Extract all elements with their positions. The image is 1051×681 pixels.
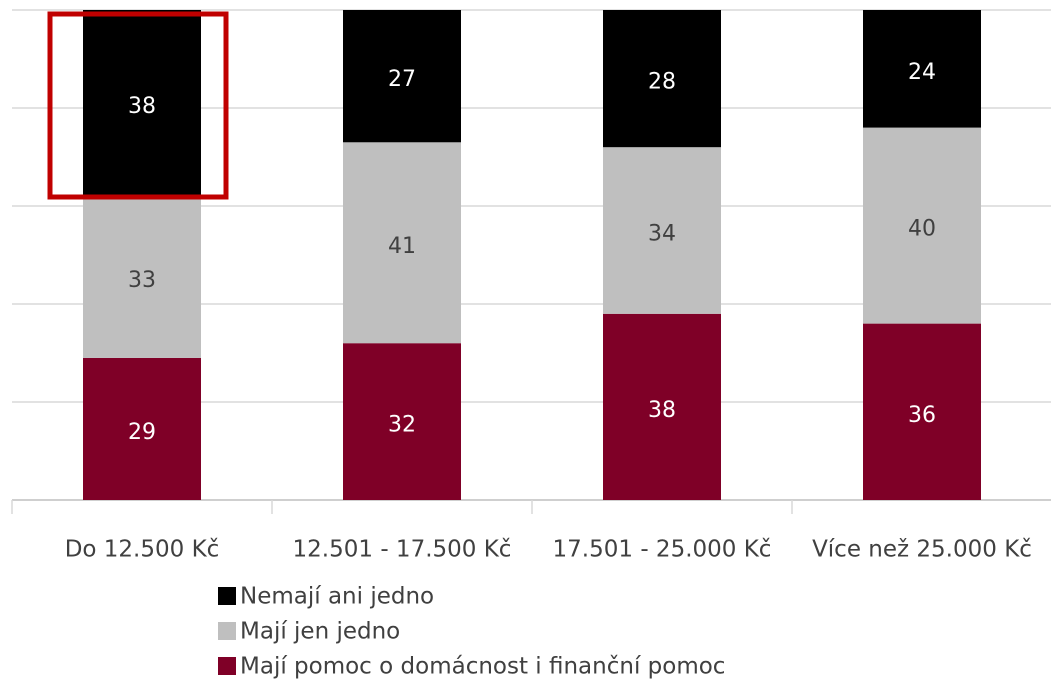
data-label: 38 (128, 94, 156, 119)
bar-segment (603, 147, 721, 314)
legend-label: Nemají ani jedno (240, 584, 434, 610)
x-tick-label: 17.501 - 25.000 Kč (553, 537, 772, 563)
bar-segment (863, 10, 981, 128)
data-label: 33 (128, 268, 156, 293)
data-label: 40 (908, 217, 936, 242)
legend-swatch (218, 587, 236, 605)
x-tick-label: Do 12.500 Kč (65, 537, 220, 563)
bar-segment (343, 343, 461, 500)
bar-segment (343, 142, 461, 344)
bar-segment (863, 127, 981, 324)
highlight-box (47, 11, 229, 200)
x-tick-label: 12.501 - 17.500 Kč (293, 537, 512, 563)
data-label: 28 (648, 70, 676, 95)
data-label: 24 (908, 60, 936, 85)
x-tick-label: Více než 25.000 Kč (812, 537, 1032, 563)
bar-segment (863, 323, 981, 500)
legend-swatch (218, 657, 236, 675)
bar-segment (343, 10, 461, 143)
bar-segment (603, 10, 721, 148)
bar-segment (603, 313, 721, 500)
data-label: 27 (388, 67, 416, 92)
labels: 29 33 38 Do 12.500 Kč 32 41 27 12.501 - 17.500 … (65, 60, 1032, 680)
legend-label: Mají pomoc o domácnost i finanční pomoc (240, 654, 725, 680)
legend-swatch (218, 622, 236, 640)
data-label: 41 (388, 234, 416, 259)
data-label: 38 (648, 398, 676, 423)
data-label: 36 (908, 403, 936, 428)
bar-segment (83, 10, 201, 197)
bar-segment (83, 357, 201, 500)
data-label: 34 (648, 222, 676, 247)
legend-label: Mají jen jedno (240, 619, 400, 645)
bars (83, 10, 981, 500)
bar-segment (83, 196, 201, 358)
data-label: 29 (128, 420, 156, 445)
data-label: 32 (388, 413, 416, 438)
